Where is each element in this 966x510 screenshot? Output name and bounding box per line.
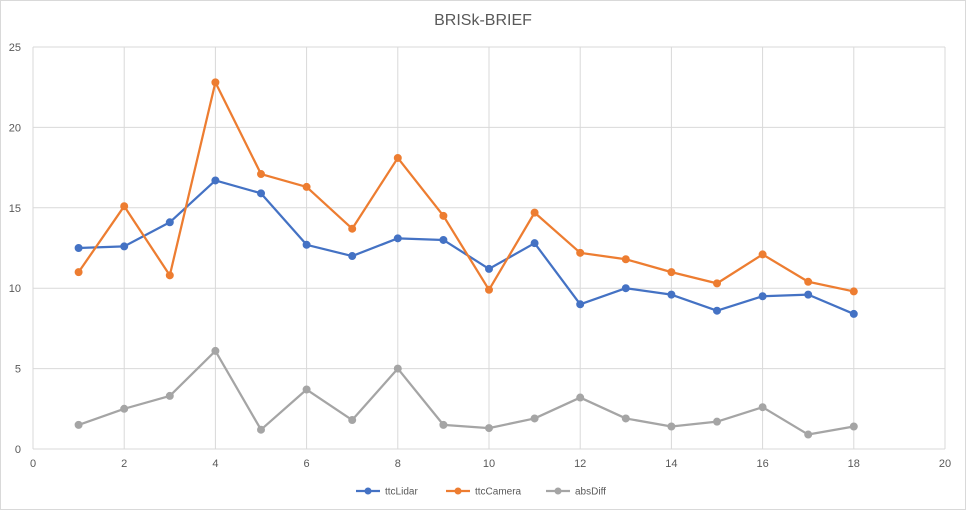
series-ttcCamera bbox=[74, 78, 858, 296]
tick-labels: 0 5 10 15 20 25 0 2 4 6 8 10 12 14 16 18 20 bbox=[9, 42, 951, 470]
ttcLidar-point-3 bbox=[165, 218, 174, 227]
ttcLidar-point-10 bbox=[485, 264, 493, 273]
ttcCamera-point-10 bbox=[485, 285, 493, 294]
ttcCamera-line bbox=[77, 81, 855, 293]
absDiff-point-6 bbox=[302, 385, 311, 394]
ttcLidar-point-8 bbox=[393, 234, 402, 243]
ttcCamera-point-2 bbox=[120, 202, 129, 211]
absDiff-point-10 bbox=[485, 424, 493, 433]
y-tick-label: 0 bbox=[15, 444, 21, 456]
legend-item-absDiff: absDiff bbox=[546, 487, 606, 498]
x-tick-label: 10 bbox=[483, 458, 495, 470]
y-tick-label: 25 bbox=[9, 42, 21, 54]
ttcLidar-point-17 bbox=[804, 290, 813, 299]
absDiff-point-11 bbox=[530, 414, 539, 423]
legend-label: absDiff bbox=[575, 487, 606, 498]
x-tick-label: 0 bbox=[30, 458, 36, 470]
ttcLidar-point-2 bbox=[120, 242, 129, 251]
x-tick-label: 6 bbox=[304, 458, 310, 470]
absDiff-point-5 bbox=[257, 425, 265, 434]
x-tick-label: 12 bbox=[574, 458, 586, 470]
ttcLidar-point-7 bbox=[348, 252, 357, 261]
ttcLidar-point-11 bbox=[530, 239, 539, 248]
x-tick-label: 16 bbox=[756, 458, 768, 470]
series-ttcLidar bbox=[74, 176, 858, 318]
ttcCamera-point-17 bbox=[804, 277, 813, 286]
series-absDiff bbox=[74, 346, 858, 439]
absDiff-point-3 bbox=[165, 391, 174, 400]
ttcLidar-point-18 bbox=[849, 309, 858, 318]
ttcCamera-point-11 bbox=[530, 208, 539, 217]
y-tick-label: 20 bbox=[9, 122, 21, 134]
absDiff-point-17 bbox=[804, 430, 813, 439]
legend-swatch-marker bbox=[554, 487, 562, 495]
ttcLidar-point-12 bbox=[576, 300, 585, 309]
chart-title: BRISk-BRIEF bbox=[434, 12, 532, 29]
ttcLidar-point-4 bbox=[211, 176, 220, 185]
absDiff-point-1 bbox=[74, 420, 83, 429]
gridlines bbox=[32, 46, 946, 450]
legend-label: ttcCamera bbox=[475, 487, 522, 498]
absDiff-point-18 bbox=[849, 422, 858, 431]
ttcLidar-point-5 bbox=[257, 189, 265, 198]
legend-item-ttcLidar: ttcLidar bbox=[356, 487, 418, 498]
x-tick-label: 14 bbox=[665, 458, 677, 470]
absDiff-point-4 bbox=[211, 346, 220, 355]
x-tick-label: 20 bbox=[939, 458, 951, 470]
ttcLidar-point-1 bbox=[74, 244, 83, 252]
legend-swatch-marker bbox=[454, 487, 462, 495]
absDiff-point-12 bbox=[576, 393, 585, 402]
legend-label: ttcLidar bbox=[385, 487, 418, 498]
absDiff-point-8 bbox=[393, 364, 402, 373]
ttcLidar-line bbox=[78, 179, 855, 315]
absDiff-point-2 bbox=[120, 404, 129, 413]
ttcCamera-point-3 bbox=[165, 271, 174, 280]
ttcLidar-point-9 bbox=[439, 235, 448, 244]
ttcLidar-point-16 bbox=[758, 292, 767, 301]
ttcCamera-point-8 bbox=[393, 153, 402, 162]
series-layer bbox=[74, 78, 858, 439]
absDiff-line bbox=[78, 349, 854, 436]
ttcCamera-point-7 bbox=[348, 224, 357, 233]
ttcCamera-point-16 bbox=[758, 250, 767, 259]
absDiff-point-14 bbox=[667, 422, 676, 431]
ttcCamera-point-12 bbox=[576, 248, 585, 257]
ttcCamera-point-14 bbox=[667, 268, 676, 277]
legend-swatch-marker bbox=[364, 487, 372, 495]
absDiff-point-16 bbox=[758, 403, 767, 412]
ttcCamera-point-9 bbox=[439, 211, 448, 220]
ttcCamera-point-18 bbox=[849, 287, 858, 296]
x-tick-label: 18 bbox=[848, 458, 860, 470]
x-tick-label: 2 bbox=[121, 458, 127, 470]
ttcLidar-point-6 bbox=[302, 240, 311, 249]
absDiff-point-9 bbox=[439, 420, 448, 429]
y-tick-label: 5 bbox=[15, 364, 21, 376]
y-tick-label: 10 bbox=[9, 283, 21, 295]
ttcCamera-point-1 bbox=[74, 268, 83, 277]
legend: ttcLidar ttcCamera absDiff bbox=[356, 487, 606, 498]
y-tick-label: 15 bbox=[9, 203, 21, 215]
ttcCamera-point-13 bbox=[621, 255, 630, 264]
x-tick-label: 4 bbox=[212, 458, 218, 470]
ttcLidar-point-14 bbox=[667, 290, 676, 299]
ttcLidar-point-13 bbox=[621, 284, 630, 293]
ttcCamera-point-15 bbox=[713, 279, 721, 288]
legend-item-ttcCamera: ttcCamera bbox=[446, 487, 522, 498]
ttcCamera-point-4 bbox=[211, 78, 220, 87]
absDiff-point-15 bbox=[713, 417, 721, 426]
ttcCamera-point-6 bbox=[302, 182, 311, 191]
ttcCamera-point-5 bbox=[257, 170, 265, 179]
x-tick-label: 8 bbox=[395, 458, 401, 470]
absDiff-point-13 bbox=[621, 414, 630, 423]
absDiff-point-7 bbox=[348, 416, 357, 425]
ttcLidar-point-15 bbox=[713, 306, 721, 315]
